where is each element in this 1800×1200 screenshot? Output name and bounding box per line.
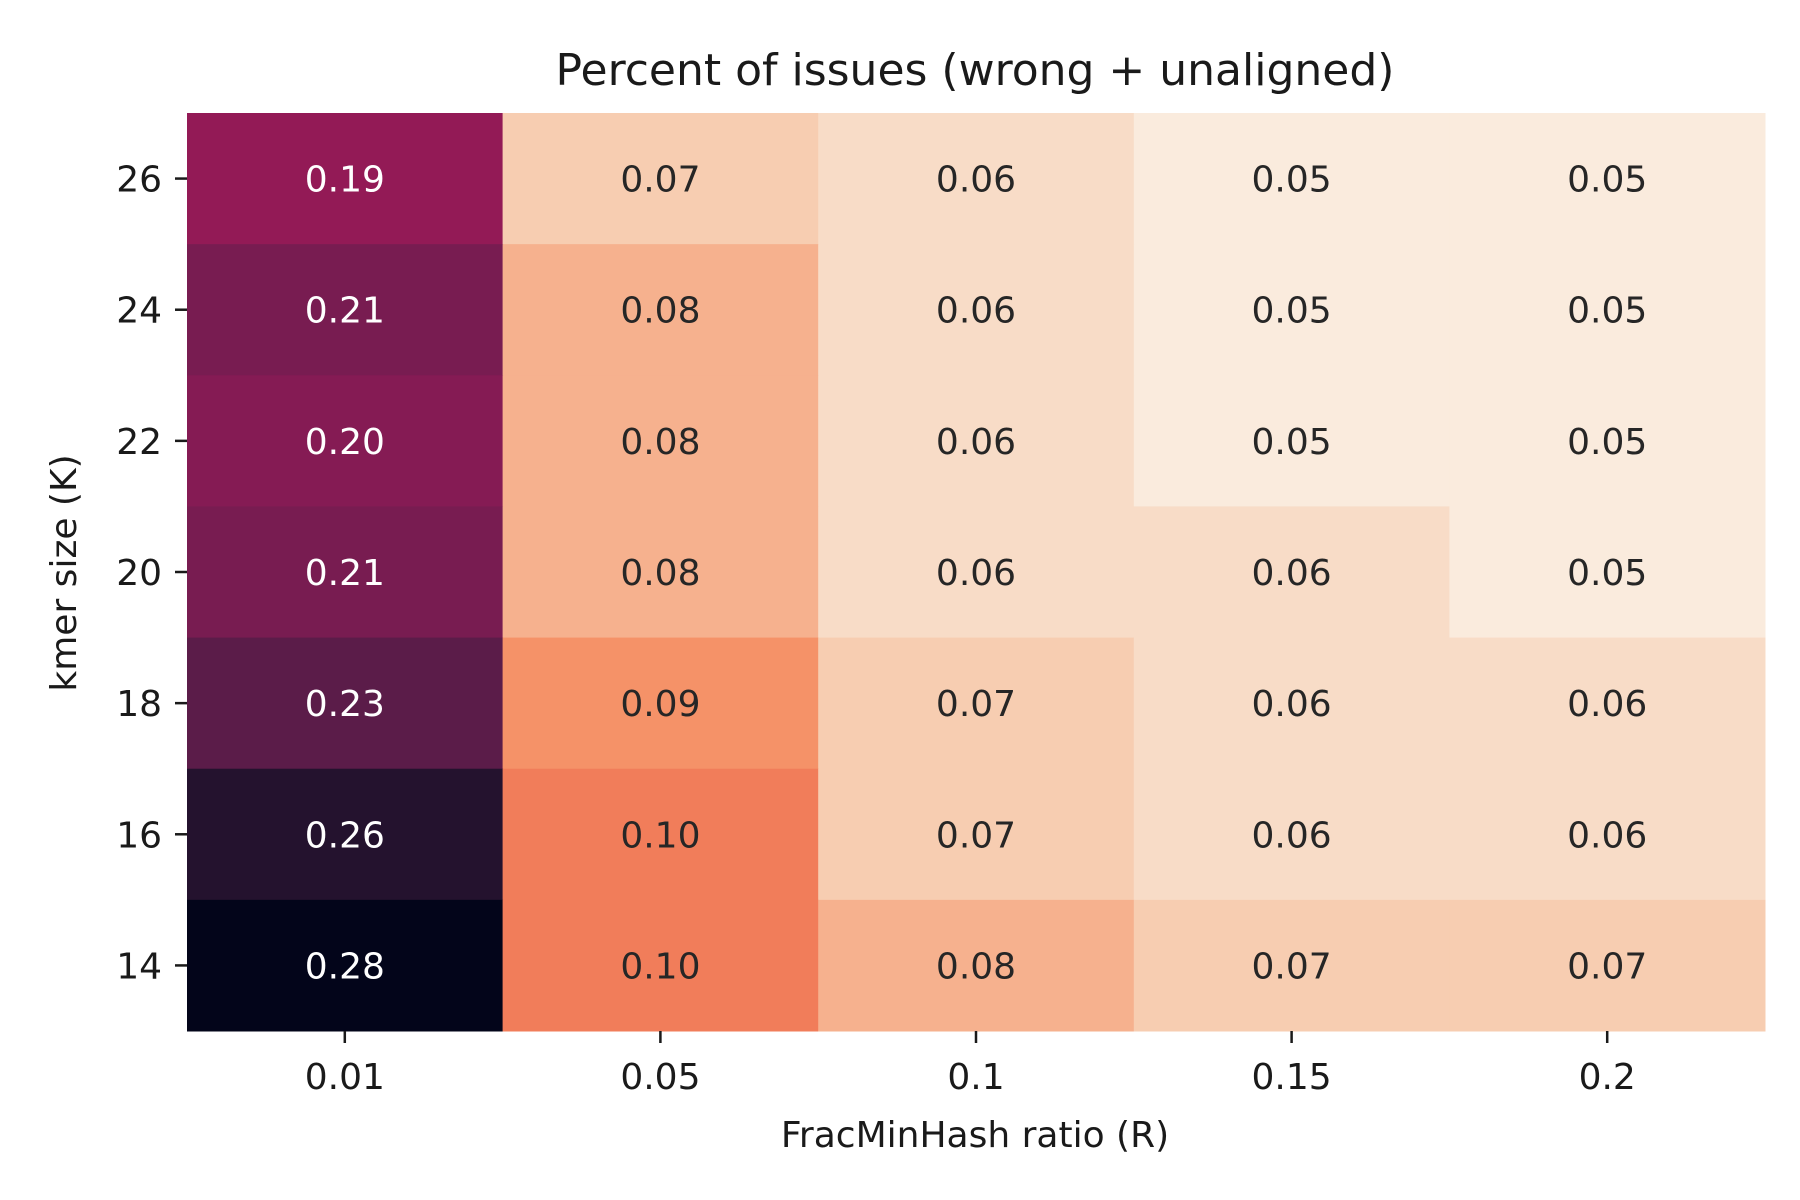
heatmap-cell (187, 637, 504, 770)
y-axis-label: kmer size (K) (44, 454, 85, 691)
heatmap-cell (1449, 768, 1766, 901)
heatmap-cell (1449, 506, 1766, 639)
cell-value-label: 0.06 (936, 291, 1016, 332)
cell-value-label: 0.26 (305, 815, 385, 856)
cell-value-label: 0.08 (936, 946, 1016, 987)
heatmap-cell (1133, 768, 1450, 901)
cell-value-label: 0.05 (1567, 422, 1647, 463)
heatmap-cell (502, 506, 819, 639)
heatmap-cell (1449, 244, 1766, 376)
heatmap-cell (1449, 113, 1766, 245)
x-tick-label: 0.15 (1252, 1057, 1332, 1098)
x-tick-label: 0.2 (1579, 1057, 1636, 1098)
cell-value-label: 0.07 (620, 160, 700, 201)
chart-title: Percent of issues (wrong + unaligned) (556, 45, 1395, 96)
x-tick-label: 0.01 (305, 1057, 385, 1098)
heatmap-cell (1449, 637, 1766, 770)
cell-value-label: 0.21 (305, 291, 385, 332)
heatmap-cell (187, 768, 504, 901)
cell-value-label: 0.06 (1252, 684, 1332, 725)
cell-value-label: 0.06 (1567, 684, 1647, 725)
x-tick-label: 0.05 (620, 1057, 700, 1098)
cell-value-label: 0.06 (1252, 553, 1332, 594)
cell-value-label: 0.08 (620, 553, 700, 594)
cell-value-label: 0.20 (305, 422, 385, 463)
heatmap-cell (187, 506, 504, 639)
cell-value-label: 0.06 (1567, 815, 1647, 856)
cell-value-label: 0.06 (936, 422, 1016, 463)
heatmap-cell (1133, 113, 1450, 245)
heatmap-cell (818, 113, 1135, 245)
y-tick-label: 14 (116, 946, 162, 987)
x-tick-label: 0.1 (947, 1057, 1004, 1098)
heatmap-cell (818, 899, 1135, 1032)
heatmap-cell (1133, 899, 1450, 1032)
heatmap-cell (502, 768, 819, 901)
cell-value-label: 0.07 (1252, 946, 1332, 987)
heatmap-cell (818, 768, 1135, 901)
cell-value-label: 0.06 (1252, 815, 1332, 856)
heatmap-cell (502, 899, 819, 1032)
heatmap-cell (1449, 899, 1766, 1032)
x-axis-label: FracMinHash ratio (R) (781, 1115, 1169, 1156)
y-tick-label: 26 (116, 160, 162, 201)
heatmap-cell (187, 113, 504, 245)
heatmap-cells: 0.19 0.07 0.06 0.05 0.05 0.21 0.08 0.06 0.05 0.05… (187, 113, 1766, 1032)
cell-value-label: 0.05 (1252, 422, 1332, 463)
cell-value-label: 0.23 (305, 684, 385, 725)
heatmap-cell (1133, 244, 1450, 376)
cell-value-label: 0.05 (1567, 553, 1647, 594)
heatmap-cell (1133, 375, 1450, 507)
y-tick-label: 24 (116, 291, 162, 332)
cell-value-label: 0.07 (936, 684, 1016, 725)
heatmap-cell (502, 244, 819, 376)
y-tick-label: 18 (116, 684, 162, 725)
y-axis: 26 24 22 20 18 16 14 (116, 160, 187, 987)
heatmap-cell (187, 375, 504, 507)
heatmap-cell (1133, 506, 1450, 639)
x-axis: 0.01 0.05 0.1 0.15 0.2 (305, 1031, 1636, 1098)
cell-value-label: 0.21 (305, 553, 385, 594)
heatmap-cell (818, 244, 1135, 376)
heatmap-cell (187, 244, 504, 376)
heatmap-cell (502, 113, 819, 245)
heatmap-cell (818, 506, 1135, 639)
y-tick-label: 16 (116, 815, 162, 856)
cell-value-label: 0.05 (1567, 160, 1647, 201)
cell-value-label: 0.19 (305, 160, 385, 201)
heatmap-cell (1449, 375, 1766, 507)
cell-value-label: 0.05 (1252, 160, 1332, 201)
cell-value-label: 0.06 (936, 553, 1016, 594)
cell-value-label: 0.28 (305, 946, 385, 987)
heatmap-cell (187, 899, 504, 1032)
heatmap-cell (502, 637, 819, 770)
y-tick-label: 20 (116, 553, 162, 594)
cell-value-label: 0.08 (620, 291, 700, 332)
heatmap-cell (818, 375, 1135, 507)
heatmap-cell (818, 637, 1135, 770)
heatmap-cell (1133, 637, 1450, 770)
cell-value-label: 0.05 (1252, 291, 1332, 332)
cell-value-label: 0.09 (620, 684, 700, 725)
cell-value-label: 0.08 (620, 422, 700, 463)
y-tick-label: 22 (116, 422, 162, 463)
cell-value-label: 0.07 (1567, 946, 1647, 987)
heatmap-cell (502, 375, 819, 507)
cell-value-label: 0.10 (620, 815, 700, 856)
cell-value-label: 0.05 (1567, 291, 1647, 332)
cell-value-label: 0.06 (936, 160, 1016, 201)
cell-value-label: 0.07 (936, 815, 1016, 856)
cell-value-label: 0.10 (620, 946, 700, 987)
